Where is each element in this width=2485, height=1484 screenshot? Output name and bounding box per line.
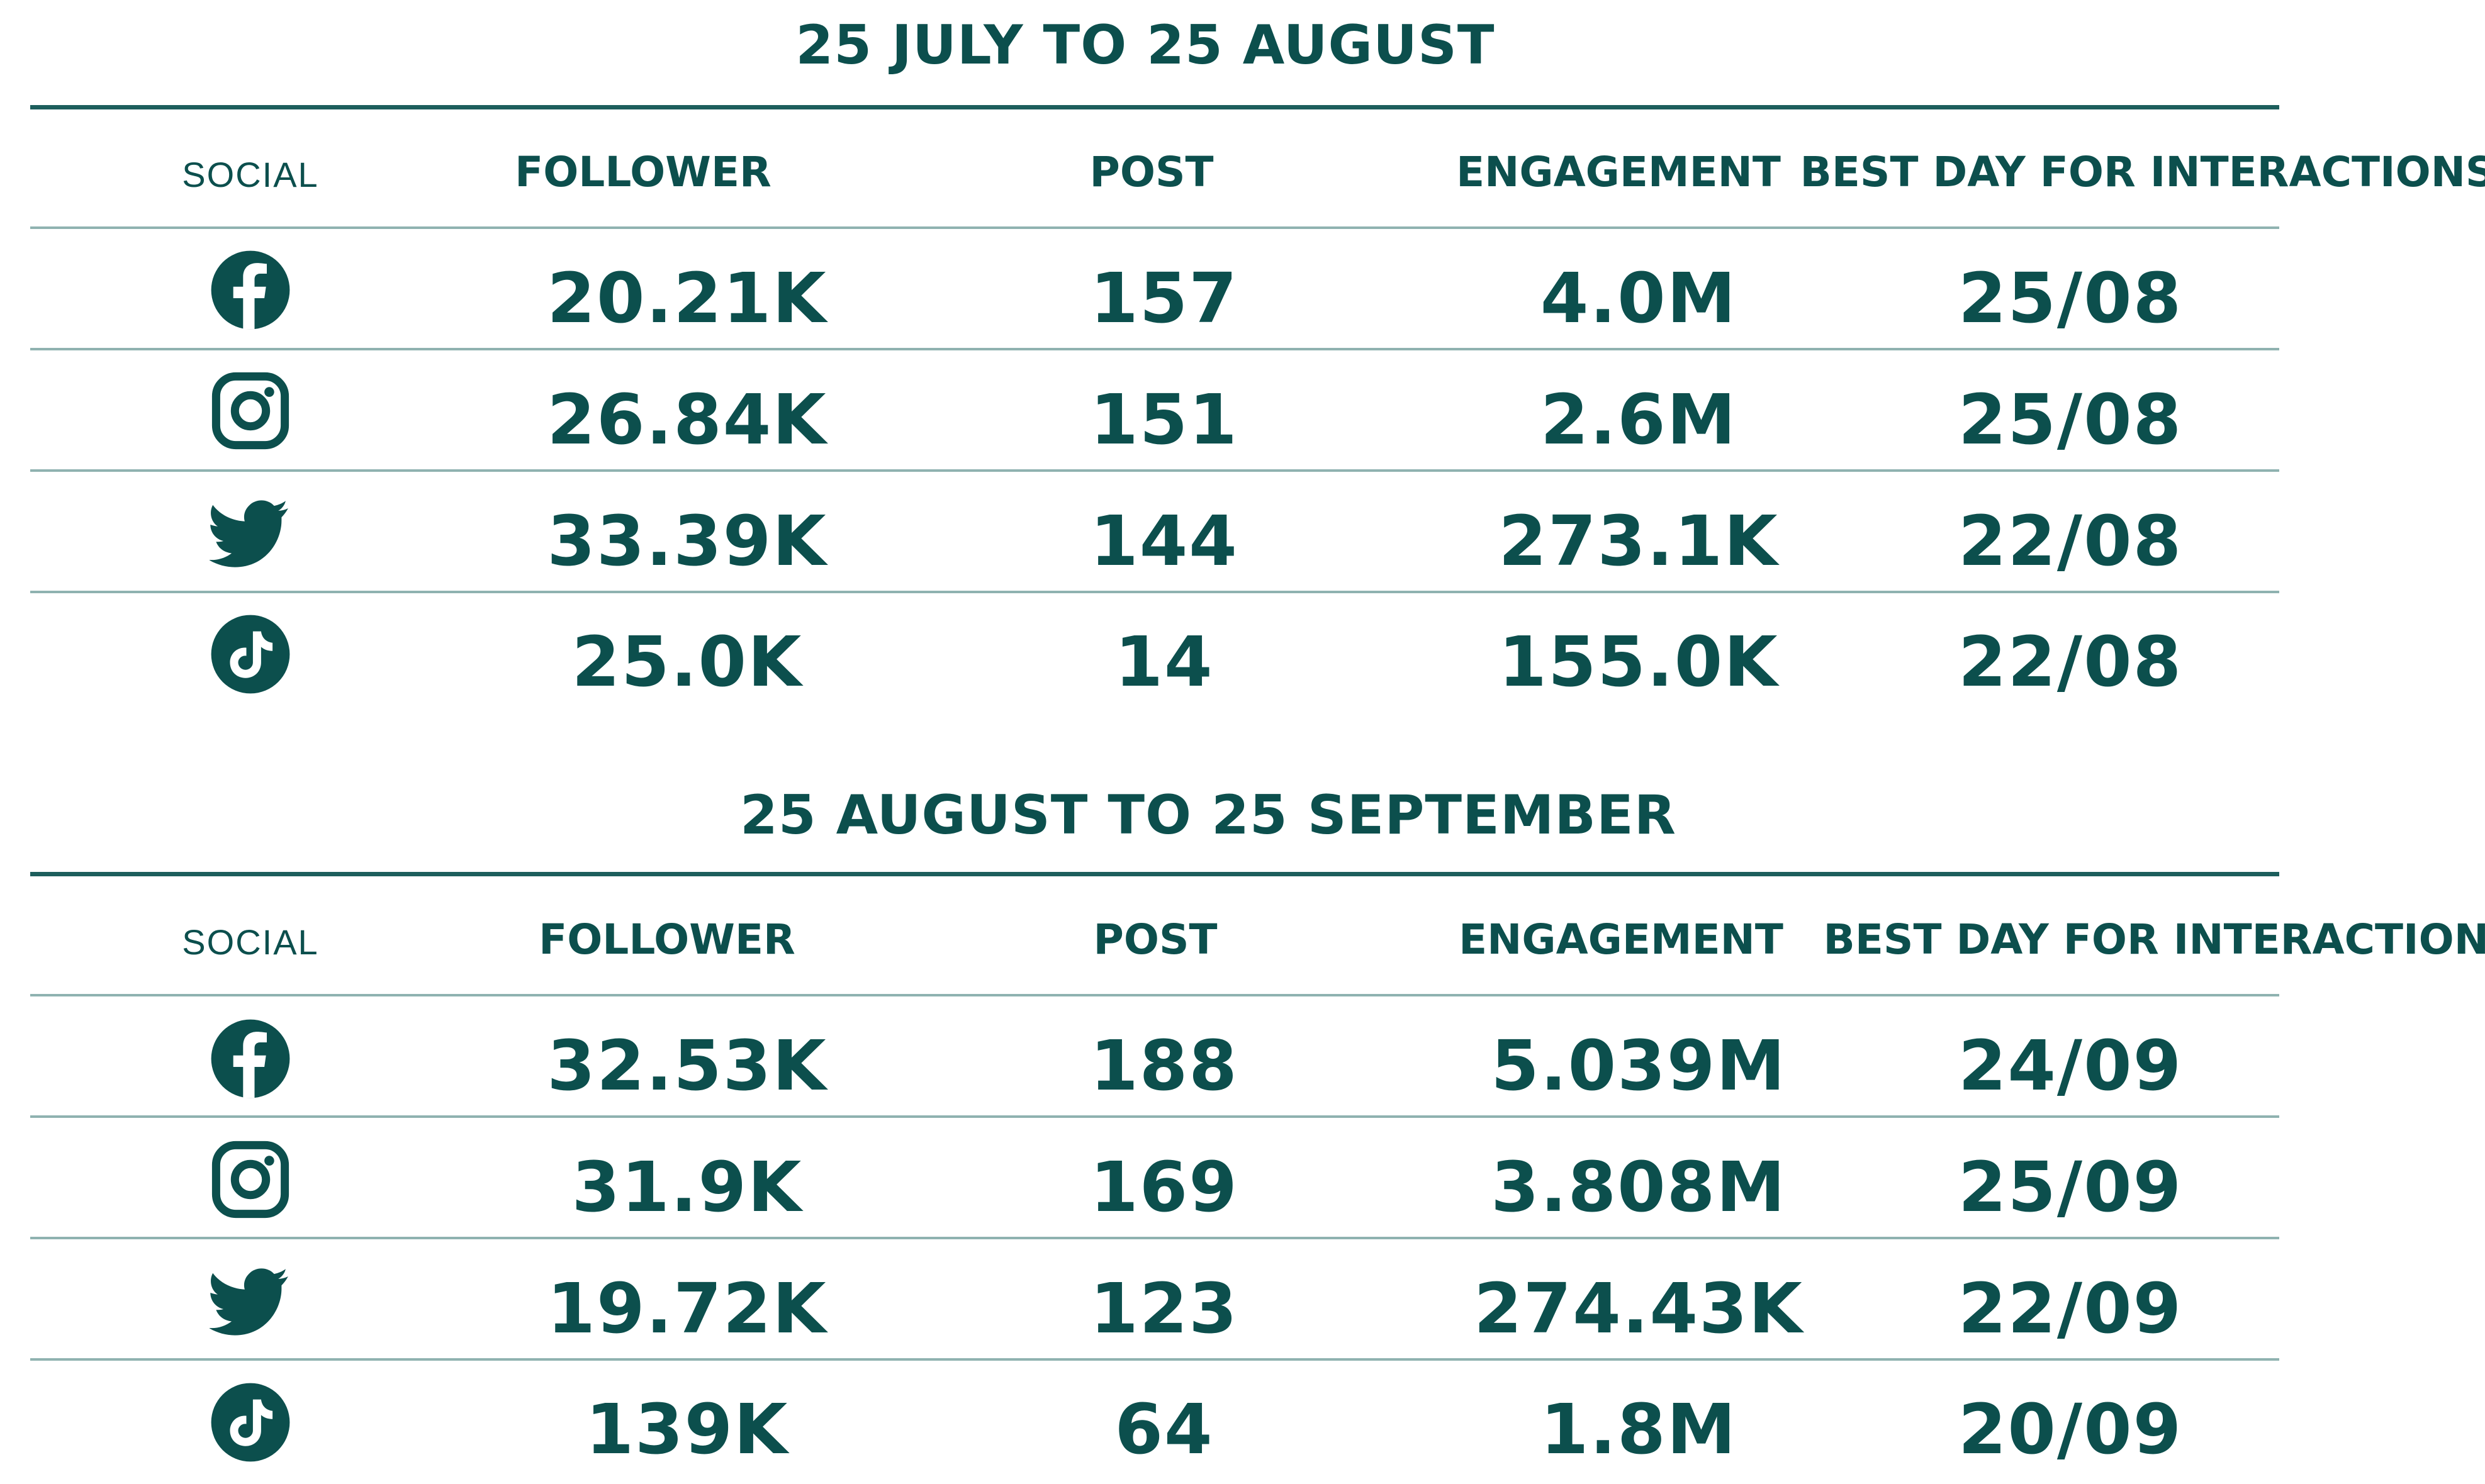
- follower-value: 32.53K: [547, 1025, 827, 1106]
- engagement-value: 3.808M: [1491, 1147, 1787, 1227]
- best-day-value: 25/09: [1958, 1147, 2183, 1227]
- twitter-icon: [210, 492, 291, 574]
- engagement-value: 1.8M: [1540, 1389, 1737, 1470]
- post-value: 123: [1090, 1268, 1238, 1349]
- engagement-value: 2.6M: [1540, 379, 1737, 460]
- row-divider: [30, 1115, 2279, 1118]
- header-social: SOCIAL: [182, 155, 319, 194]
- header-follower: FOLLOWER: [539, 915, 795, 964]
- best-day-value: 22/08: [1958, 622, 2183, 702]
- best-day-value: 20/09: [1958, 1389, 2183, 1470]
- header-post: POST: [1089, 148, 1214, 196]
- post-value: 151: [1090, 379, 1238, 460]
- table-title: 25 JULY TO 25 AUGUST: [795, 14, 1495, 77]
- row-divider: [30, 591, 2279, 593]
- post-value: 157: [1090, 258, 1238, 338]
- follower-value: 20.21K: [547, 258, 827, 338]
- engagement-value: 274.43K: [1474, 1268, 1803, 1349]
- best-day-value: 25/08: [1958, 379, 2183, 460]
- post-value: 169: [1090, 1147, 1238, 1227]
- best-day-value: 24/09: [1958, 1025, 2183, 1106]
- header-best-day: BEST DAY FOR INTERACTIONS: [1800, 148, 2485, 196]
- header-engagement: ENGAGEMENT: [1456, 148, 1781, 196]
- engagement-value: 5.039M: [1491, 1025, 1787, 1106]
- header-divider: [30, 994, 2279, 996]
- row-divider: [30, 1237, 2279, 1239]
- best-day-value: 25/08: [1958, 258, 2183, 338]
- follower-value: 31.9K: [571, 1147, 803, 1227]
- follower-value: 33.39K: [547, 501, 827, 581]
- best-day-value: 22/09: [1958, 1268, 2183, 1349]
- facebook-icon: [210, 1018, 291, 1100]
- engagement-value: 155.0K: [1498, 622, 1779, 702]
- follower-value: 139K: [585, 1389, 789, 1470]
- facebook-icon: [210, 249, 291, 331]
- post-value: 14: [1114, 622, 1214, 702]
- row-divider: [30, 469, 2279, 472]
- instagram-icon: [210, 1139, 291, 1220]
- row-divider: [30, 348, 2279, 350]
- follower-value: 26.84K: [547, 379, 827, 460]
- header-divider: [30, 226, 2279, 229]
- header-best-day: BEST DAY FOR INTERACTIONS: [1823, 915, 2485, 964]
- header-social: SOCIAL: [182, 922, 319, 962]
- post-value: 144: [1090, 501, 1238, 581]
- header-post: POST: [1093, 915, 1218, 964]
- post-value: 64: [1114, 1389, 1214, 1470]
- instagram-icon: [210, 370, 291, 452]
- table-title: 25 AUGUST TO 25 SEPTEMBER: [740, 784, 1676, 847]
- title-rule: [30, 872, 2279, 876]
- engagement-value: 4.0M: [1540, 258, 1737, 338]
- tiktok-icon: [210, 1381, 291, 1463]
- row-divider: [30, 1358, 2279, 1361]
- tiktok-icon: [210, 613, 291, 695]
- engagement-value: 273.1K: [1498, 501, 1779, 581]
- best-day-value: 22/08: [1958, 501, 2183, 581]
- header-engagement: ENGAGEMENT: [1459, 915, 1783, 964]
- twitter-icon: [210, 1260, 291, 1342]
- title-rule: [30, 105, 2279, 109]
- follower-value: 25.0K: [571, 622, 803, 702]
- follower-value: 19.72K: [547, 1268, 827, 1349]
- header-follower: FOLLOWER: [515, 148, 771, 196]
- post-value: 188: [1090, 1025, 1238, 1106]
